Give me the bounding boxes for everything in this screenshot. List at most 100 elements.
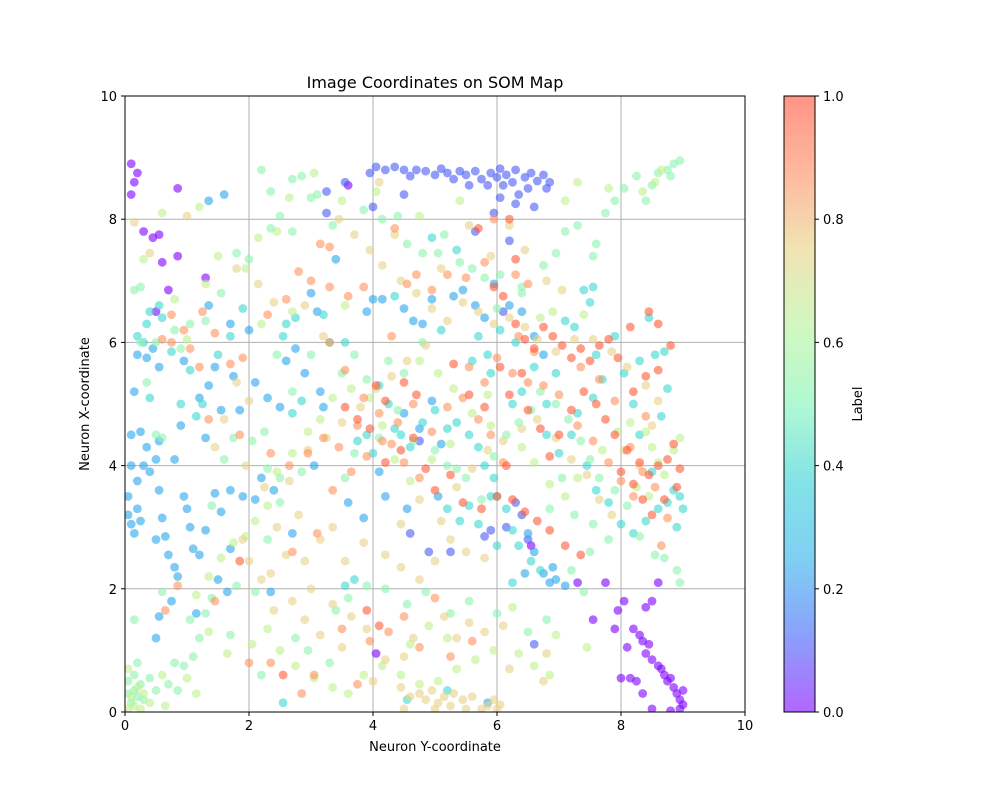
data-point — [508, 177, 517, 187]
data-point — [427, 396, 437, 406]
data-point — [511, 199, 520, 209]
data-point — [508, 495, 517, 504]
data-point — [474, 519, 483, 529]
data-point — [464, 362, 474, 372]
data-point — [464, 596, 474, 606]
data-point — [346, 467, 356, 477]
data-point — [433, 368, 443, 378]
data-point — [145, 673, 155, 683]
data-point — [359, 513, 369, 523]
data-point — [557, 285, 567, 295]
data-point — [353, 679, 362, 689]
data-point — [173, 572, 183, 581]
data-point — [346, 384, 356, 393]
data-point — [464, 430, 474, 440]
data-point — [266, 187, 276, 196]
data-point — [666, 171, 675, 181]
data-point — [154, 362, 164, 372]
data-point — [585, 547, 595, 557]
data-point — [185, 615, 195, 624]
data-point — [284, 193, 294, 203]
data-point — [560, 541, 570, 551]
data-point — [436, 325, 446, 335]
data-point — [381, 584, 390, 594]
data-point — [653, 461, 663, 470]
data-point — [439, 692, 449, 701]
data-point — [201, 316, 211, 326]
data-point — [495, 270, 505, 280]
data-point — [567, 455, 576, 464]
data-point — [415, 211, 424, 221]
data-point — [675, 492, 685, 501]
x-axis-label: Neuron Y-coordinate — [369, 740, 501, 755]
data-point — [436, 264, 446, 273]
data-point — [492, 304, 502, 313]
data-point — [353, 415, 362, 424]
data-point — [443, 270, 452, 280]
data-point — [284, 461, 294, 470]
data-point — [365, 636, 375, 646]
x-tick-label: 8 — [617, 719, 625, 734]
data-point — [520, 245, 530, 255]
data-point — [374, 467, 384, 477]
data-point — [129, 387, 139, 397]
data-point — [145, 467, 155, 477]
data-point — [126, 461, 136, 470]
data-point — [275, 646, 285, 655]
data-point — [424, 547, 434, 557]
data-point — [191, 689, 201, 698]
data-point — [421, 695, 431, 705]
data-point — [303, 448, 313, 458]
data-point — [182, 673, 192, 683]
data-point — [489, 695, 499, 705]
data-point — [402, 599, 412, 609]
data-point — [297, 396, 307, 406]
data-point — [185, 344, 195, 353]
data-point — [272, 227, 282, 236]
data-point — [539, 350, 548, 360]
data-point — [359, 282, 369, 292]
data-point — [669, 445, 679, 455]
colorbar-label: Label — [851, 386, 866, 421]
colorbar-tick-label: 0.6 — [823, 336, 844, 351]
data-point — [182, 504, 192, 514]
data-point — [505, 301, 514, 310]
data-point — [678, 700, 688, 710]
data-point — [188, 544, 198, 554]
data-point — [461, 170, 471, 180]
data-point — [253, 233, 263, 243]
data-point — [604, 458, 613, 467]
data-point — [647, 704, 657, 712]
data-point — [275, 211, 285, 221]
data-point — [467, 408, 477, 418]
data-point — [666, 673, 675, 683]
data-point — [129, 528, 139, 538]
data-point — [436, 164, 446, 174]
data-point — [188, 652, 198, 661]
data-point — [477, 174, 486, 184]
data-point — [126, 692, 136, 701]
data-point — [281, 356, 291, 366]
data-point — [269, 605, 279, 615]
data-point — [328, 220, 338, 230]
data-point — [461, 547, 471, 557]
data-point — [663, 455, 672, 464]
data-point — [170, 455, 180, 464]
data-point — [195, 202, 204, 212]
data-point — [545, 504, 555, 514]
data-point — [483, 701, 493, 711]
colorbar-frame — [783, 95, 816, 713]
data-point — [579, 587, 589, 597]
data-point — [136, 516, 145, 526]
data-point — [545, 479, 555, 489]
data-point — [157, 587, 167, 597]
data-point — [492, 353, 502, 363]
data-point — [511, 319, 520, 329]
data-point — [421, 464, 431, 474]
data-point — [492, 172, 502, 182]
data-point — [415, 356, 424, 366]
data-point — [474, 224, 483, 233]
data-point — [328, 393, 338, 403]
data-point — [238, 492, 248, 501]
data-point — [164, 679, 173, 689]
